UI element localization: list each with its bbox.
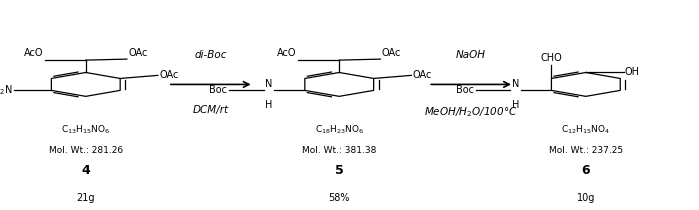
Text: Mol. Wt.: 281.26: Mol. Wt.: 281.26 [49, 146, 123, 155]
Text: CHO: CHO [540, 53, 562, 63]
Text: 21g: 21g [76, 193, 95, 203]
Text: H: H [512, 100, 519, 110]
Text: OAc: OAc [412, 70, 432, 80]
Text: C$_{12}$H$_{15}$NO$_{4}$: C$_{12}$H$_{15}$NO$_{4}$ [561, 123, 610, 136]
Text: N: N [512, 79, 519, 89]
Text: OAc: OAc [128, 48, 147, 58]
Text: Mol. Wt.: 381.38: Mol. Wt.: 381.38 [302, 146, 377, 155]
Text: OH: OH [625, 67, 640, 77]
Text: 4: 4 [81, 164, 90, 177]
Text: di-Boc: di-Boc [194, 50, 227, 60]
Text: NaOH: NaOH [456, 50, 486, 60]
Text: 58%: 58% [329, 193, 350, 203]
Text: Boc: Boc [456, 85, 474, 95]
Text: H: H [265, 100, 273, 110]
Text: MeOH/H$_{2}$O/100°C: MeOH/H$_{2}$O/100°C [424, 105, 518, 119]
Text: C$_{18}$H$_{23}$NO$_{6}$: C$_{18}$H$_{23}$NO$_{6}$ [315, 123, 364, 136]
Text: C$_{13}$H$_{15}$NO$_{6}$: C$_{13}$H$_{15}$NO$_{6}$ [61, 123, 110, 136]
Text: Mol. Wt.: 237.25: Mol. Wt.: 237.25 [549, 146, 623, 155]
Text: AcO: AcO [24, 48, 43, 58]
Text: H$_2$N: H$_2$N [0, 84, 13, 97]
Text: 5: 5 [335, 164, 344, 177]
Text: OAc: OAc [159, 70, 179, 80]
Text: Boc: Boc [210, 85, 227, 95]
Text: DCM/rt: DCM/rt [193, 105, 229, 115]
Text: 10g: 10g [577, 193, 595, 203]
Text: N: N [265, 79, 273, 89]
Text: OAc: OAc [382, 48, 401, 58]
Text: 6: 6 [582, 164, 590, 177]
Text: AcO: AcO [278, 48, 297, 58]
